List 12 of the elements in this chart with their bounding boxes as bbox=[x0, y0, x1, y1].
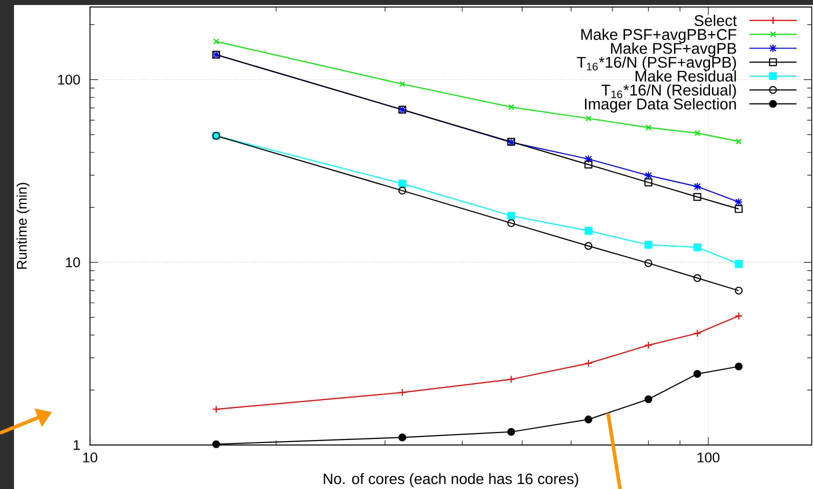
y-tick-label: 100 bbox=[58, 74, 80, 85]
x-axis-title: No. of cores (each node has 16 cores) bbox=[324, 473, 578, 488]
y-tick-label: 1 bbox=[74, 440, 80, 450]
legend-label: Make Residual bbox=[636, 70, 736, 82]
legend-label: T$_{16}$*16/N (Residual) bbox=[602, 84, 736, 99]
y-axis-title: Runtime (min) bbox=[16, 182, 30, 269]
legend-label: Make PSF+avgPB bbox=[611, 42, 736, 57]
y-tick-label: 10 bbox=[66, 257, 80, 268]
legend-label: Imager Data Selection bbox=[584, 98, 736, 113]
legend-label: T$_{16}$*16/N (PSF+avgPB) bbox=[576, 56, 736, 71]
legend-label: Make PSF+avgPB+CF bbox=[581, 28, 736, 44]
legend-label: Select bbox=[694, 14, 737, 26]
